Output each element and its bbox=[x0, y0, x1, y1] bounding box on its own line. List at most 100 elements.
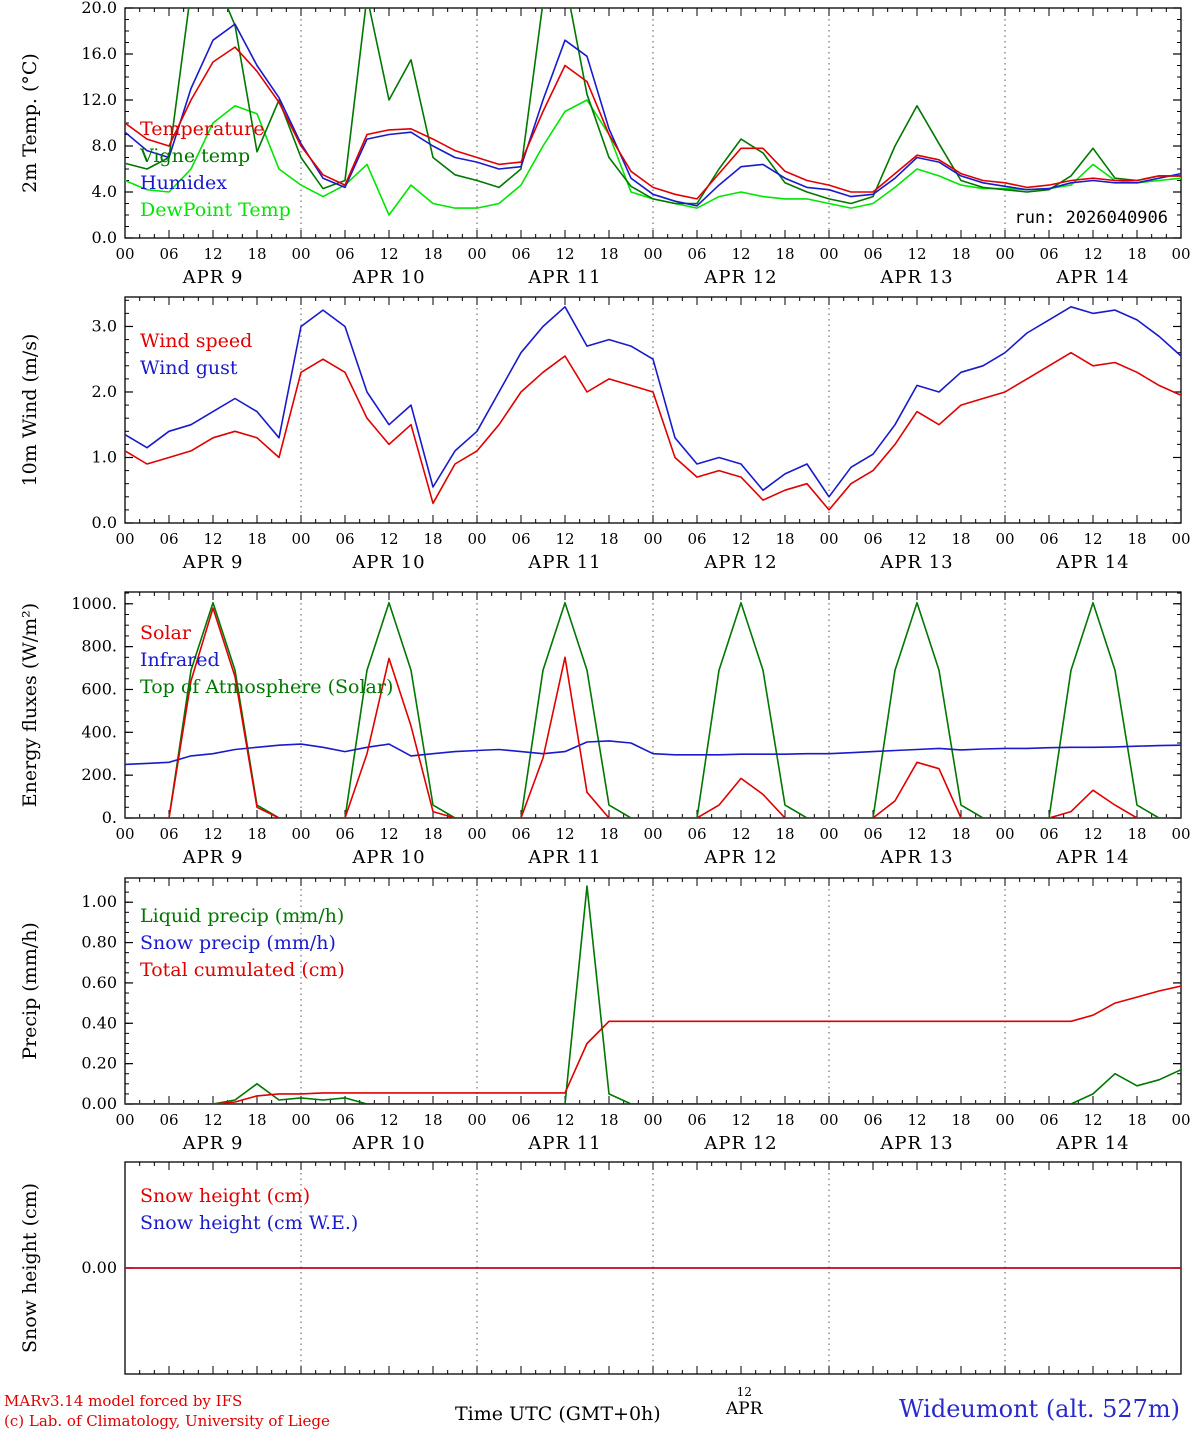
x-axis-day-month: APR bbox=[726, 1399, 763, 1419]
svg-text:400.: 400. bbox=[81, 722, 117, 741]
panel-temperature: 0.0 4.0 8.0 12.0 16.0 20.0 00 06 12 18 00 06 12 18 00 0… bbox=[0, 0, 1194, 288]
svg-text:06: 06 bbox=[159, 530, 178, 548]
credit-line-1: MARv3.14 model forced by IFS bbox=[4, 1392, 243, 1410]
svg-text:0.40: 0.40 bbox=[81, 1013, 117, 1032]
svg-text:00: 00 bbox=[819, 530, 838, 548]
svg-text:APR 12: APR 12 bbox=[703, 847, 777, 868]
svg-text:12: 12 bbox=[379, 825, 398, 843]
svg-text:00: 00 bbox=[1171, 530, 1190, 548]
svg-text:APR 12: APR 12 bbox=[703, 552, 777, 573]
svg-text:12: 12 bbox=[379, 245, 398, 263]
wind-plot: 0.0 1.0 2.0 3.0 00 06 12 18 00 06 12 18 00 06 12 18 00 06… bbox=[92, 296, 1191, 573]
legend-item-humidex: Humidex bbox=[140, 172, 228, 194]
y-axis-title-wind: 10m Wind (m/s) bbox=[19, 333, 41, 487]
svg-text:06: 06 bbox=[863, 245, 882, 263]
svg-text:00: 00 bbox=[115, 245, 134, 263]
svg-text:18: 18 bbox=[1127, 530, 1146, 548]
legend-item-toa-solar: Top of Atmosphere (Solar) bbox=[140, 676, 394, 698]
y-axis-title-snow-height: Snow height (cm) bbox=[19, 1182, 41, 1354]
svg-text:APR 10: APR 10 bbox=[351, 1133, 425, 1154]
svg-text:12: 12 bbox=[203, 1111, 222, 1129]
footer: MARv3.14 model forced by IFS (c) Lab. of… bbox=[0, 1385, 1194, 1440]
svg-text:00: 00 bbox=[995, 1111, 1014, 1129]
svg-text:APR 13: APR 13 bbox=[879, 1133, 953, 1154]
svg-text:APR 14: APR 14 bbox=[1055, 267, 1129, 288]
panel-energy-fluxes: 0. 200. 400. 600. 800. 1000. 00 06 12 18 00 06 12 18 0… bbox=[0, 583, 1194, 869]
snow-height-plot: 0.00 bbox=[81, 1161, 1182, 1375]
legend-item-wind-gust: Wind gust bbox=[140, 357, 238, 379]
svg-text:00: 00 bbox=[819, 1111, 838, 1129]
svg-text:06: 06 bbox=[687, 245, 706, 263]
svg-text:12: 12 bbox=[731, 1111, 750, 1129]
x-axis-day-number: 12 bbox=[736, 1385, 752, 1399]
legend-item-solar: Solar bbox=[140, 622, 191, 644]
y-axis-title-temperature: 2m Temp. (°C) bbox=[19, 53, 41, 193]
svg-text:00: 00 bbox=[819, 245, 838, 263]
legend-snow-height: Snow height (cm) Snow height (cm W.E.) bbox=[140, 1183, 358, 1237]
svg-text:APR 14: APR 14 bbox=[1055, 1133, 1129, 1154]
svg-text:600.: 600. bbox=[81, 679, 117, 698]
svg-text:00: 00 bbox=[115, 825, 134, 843]
svg-text:00: 00 bbox=[115, 1111, 134, 1129]
svg-text:12: 12 bbox=[731, 530, 750, 548]
svg-text:0.: 0. bbox=[102, 808, 117, 827]
svg-text:0.00: 0.00 bbox=[81, 1258, 117, 1277]
legend-item-snow-precip: Snow precip (mm/h) bbox=[140, 932, 336, 954]
svg-text:06: 06 bbox=[863, 1111, 882, 1129]
svg-text:06: 06 bbox=[159, 1111, 178, 1129]
svg-text:00: 00 bbox=[643, 245, 662, 263]
svg-text:18: 18 bbox=[599, 245, 618, 263]
svg-text:00: 00 bbox=[291, 1111, 310, 1129]
svg-text:12: 12 bbox=[1083, 825, 1102, 843]
svg-text:12: 12 bbox=[907, 245, 926, 263]
svg-text:18: 18 bbox=[423, 245, 442, 263]
precip-plot: 0.00 0.20 0.40 0.60 0.80 1.00 00 06 12 18 00 06 12 18… bbox=[81, 877, 1191, 1154]
svg-text:06: 06 bbox=[335, 1111, 354, 1129]
panel-snow-height: 0.00 Snow height (cm) Snow height (cm) S… bbox=[0, 1155, 1194, 1385]
station-label: Wideumont (alt. 527m) bbox=[898, 1395, 1180, 1423]
svg-text:12: 12 bbox=[379, 1111, 398, 1129]
svg-text:4.0: 4.0 bbox=[92, 182, 117, 201]
svg-text:0.20: 0.20 bbox=[81, 1054, 117, 1073]
legend-item-dewpoint: DewPoint Temp bbox=[140, 199, 291, 221]
legend-energy: Solar Infrared Top of Atmosphere (Solar) bbox=[140, 620, 393, 701]
svg-text:0.60: 0.60 bbox=[81, 973, 117, 992]
credit-line-2: (c) Lab. of Climatology, University of L… bbox=[4, 1412, 330, 1430]
svg-text:06: 06 bbox=[159, 825, 178, 843]
svg-text:06: 06 bbox=[511, 1111, 530, 1129]
svg-text:20.0: 20.0 bbox=[81, 0, 117, 17]
svg-text:18: 18 bbox=[1127, 1111, 1146, 1129]
svg-text:12: 12 bbox=[379, 530, 398, 548]
svg-text:APR 13: APR 13 bbox=[879, 847, 953, 868]
svg-text:18: 18 bbox=[247, 1111, 266, 1129]
legend-item-vigne-temp: Vigne temp bbox=[140, 145, 251, 167]
x-axis-day-marker: 12 APR bbox=[726, 1385, 763, 1419]
legend-item-snow-height-we: Snow height (cm W.E.) bbox=[140, 1212, 359, 1234]
svg-text:APR 12: APR 12 bbox=[703, 1133, 777, 1154]
y-axis-title-precip: Precip (mm/h) bbox=[19, 922, 41, 1060]
svg-text:18: 18 bbox=[599, 1111, 618, 1129]
svg-text:12: 12 bbox=[555, 1111, 574, 1129]
legend-item-snow-height-cm: Snow height (cm) bbox=[140, 1185, 311, 1207]
panel-precip: 0.00 0.20 0.40 0.60 0.80 1.00 00 06 12 18 00 06 12 18… bbox=[0, 869, 1194, 1155]
svg-text:06: 06 bbox=[335, 825, 354, 843]
svg-text:18: 18 bbox=[951, 530, 970, 548]
svg-text:06: 06 bbox=[335, 530, 354, 548]
legend-item-liquid-precip: Liquid precip (mm/h) bbox=[140, 905, 345, 927]
legend-wind: Wind speed Wind gust bbox=[140, 328, 252, 382]
svg-text:12: 12 bbox=[555, 530, 574, 548]
svg-text:06: 06 bbox=[863, 825, 882, 843]
svg-text:06: 06 bbox=[511, 530, 530, 548]
svg-text:0.0: 0.0 bbox=[92, 513, 117, 532]
svg-text:12: 12 bbox=[907, 1111, 926, 1129]
svg-text:00: 00 bbox=[1171, 245, 1190, 263]
svg-text:APR 10: APR 10 bbox=[351, 552, 425, 573]
svg-text:00: 00 bbox=[995, 530, 1014, 548]
svg-text:06: 06 bbox=[511, 825, 530, 843]
svg-text:0.80: 0.80 bbox=[81, 933, 117, 952]
svg-text:12: 12 bbox=[203, 245, 222, 263]
svg-text:06: 06 bbox=[159, 245, 178, 263]
panel-wind: 0.0 1.0 2.0 3.0 00 06 12 18 00 06 12 18 00 06 12 18 00 06… bbox=[0, 288, 1194, 583]
svg-text:18: 18 bbox=[775, 1111, 794, 1129]
